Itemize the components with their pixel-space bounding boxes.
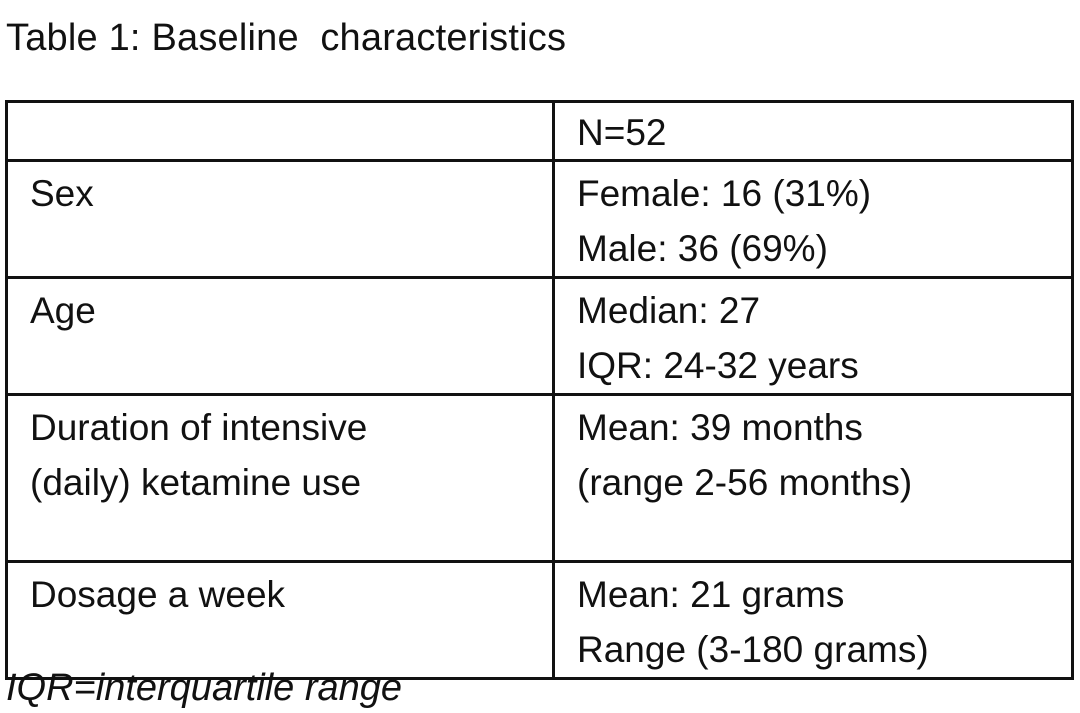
row-label-line: Sex bbox=[30, 173, 94, 214]
row-value-line: IQR: 24-32 years bbox=[577, 345, 859, 386]
row-label-line: Dosage a week bbox=[30, 574, 286, 615]
row-label-line: Duration of intensive bbox=[30, 407, 368, 448]
row-value-line: Female: 16 (31%) bbox=[577, 173, 872, 214]
table-row-dosage: Dosage a week Mean: 21 grams Range (3-18… bbox=[5, 560, 1074, 680]
row-value-cell: Female: 16 (31%) Male: 36 (69%) bbox=[552, 159, 1074, 279]
table-header-row: N=52 bbox=[5, 100, 1074, 162]
row-value-cell: Median: 27 IQR: 24-32 years bbox=[552, 276, 1074, 396]
row-label-cell: Sex bbox=[5, 159, 555, 279]
row-value-line: Range (3-180 grams) bbox=[577, 629, 929, 670]
row-label-line: (daily) ketamine use bbox=[30, 462, 362, 503]
row-value-cell: Mean: 21 grams Range (3-180 grams) bbox=[552, 560, 1074, 680]
header-n-text: N=52 bbox=[577, 112, 667, 153]
header-cell-label bbox=[5, 100, 555, 162]
table-caption: Table 1: Baseline characteristics bbox=[6, 17, 567, 59]
row-value-line: Median: 27 bbox=[577, 290, 761, 331]
row-label-cell: Duration of intensive (daily) ketamine u… bbox=[5, 393, 555, 563]
row-value-line: Male: 36 (69%) bbox=[577, 228, 828, 269]
table-row-duration: Duration of intensive (daily) ketamine u… bbox=[5, 393, 1074, 563]
baseline-characteristics-table: N=52 Sex Female: 16 (31%) Male: 36 (69%)… bbox=[5, 100, 1074, 680]
row-label-cell: Age bbox=[5, 276, 555, 396]
row-value-line: Mean: 39 months bbox=[577, 407, 863, 448]
table-row-sex: Sex Female: 16 (31%) Male: 36 (69%) bbox=[5, 159, 1074, 279]
table-row-age: Age Median: 27 IQR: 24-32 years bbox=[5, 276, 1074, 396]
table-footnote: IQR=interquartile range bbox=[6, 667, 403, 709]
row-label-cell: Dosage a week bbox=[5, 560, 555, 680]
row-value-line: Mean: 21 grams bbox=[577, 574, 845, 615]
row-label-line: Age bbox=[30, 290, 96, 331]
header-cell-n: N=52 bbox=[552, 100, 1074, 162]
row-value-line: (range 2-56 months) bbox=[577, 462, 913, 503]
row-value-cell: Mean: 39 months (range 2-56 months) bbox=[552, 393, 1074, 563]
